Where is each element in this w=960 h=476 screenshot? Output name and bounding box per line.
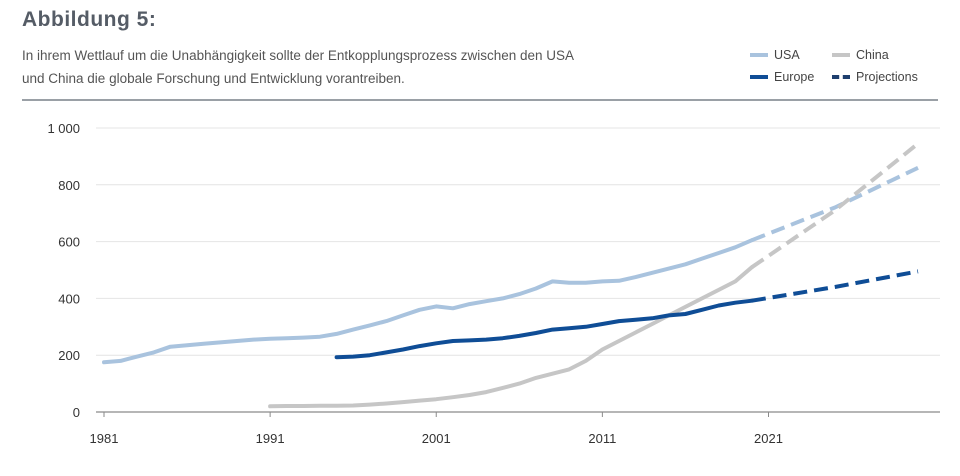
legend-label-usa: USA <box>774 48 800 62</box>
legend-swatch-projections <box>832 75 850 79</box>
series-line-europe-projection <box>751 269 919 303</box>
legend-item-usa: USA <box>750 48 800 62</box>
x-tick-label-2011: 2011 <box>588 431 616 446</box>
legend-swatch-europe <box>750 75 768 79</box>
figure-title: Abbildung 5: <box>22 8 157 31</box>
header-divider <box>22 99 938 101</box>
legend-label-projections: Projections <box>856 70 918 84</box>
x-tick-label-1981: 1981 <box>90 431 119 446</box>
series-line-europe <box>334 298 754 360</box>
legend-item-china: China <box>832 48 889 62</box>
y-tick-label-0: 0 <box>73 405 80 420</box>
legend-item-projections: Projections <box>832 70 918 84</box>
y-tick-label-1000: 1 000 <box>47 121 80 136</box>
legend-item-europe: Europe <box>750 70 814 84</box>
y-tick-label-200: 200 <box>58 348 80 363</box>
series-line-usa-projection <box>751 165 919 243</box>
x-tick-label-2001: 2001 <box>422 431 451 446</box>
legend-label-europe: Europe <box>774 70 815 84</box>
x-tick-label-2021: 2021 <box>754 431 783 446</box>
figure-subtitle-line-2: und China die globale Forschung und Entw… <box>22 71 405 86</box>
legend-swatch-china <box>832 53 850 57</box>
x-tick-label-1991: 1991 <box>256 431 285 446</box>
y-tick-label-400: 400 <box>58 291 80 306</box>
figure-subtitle: In ihrem Wettlauf um die Unabhängigkeit … <box>22 44 702 90</box>
legend-label-china: China <box>856 48 889 62</box>
figure-subtitle-line-1: In ihrem Wettlauf um die Unabhängigkeit … <box>22 48 575 63</box>
series-line-usa <box>102 238 754 365</box>
y-tick-label-800: 800 <box>58 178 80 193</box>
legend-swatch-usa <box>750 53 768 57</box>
y-tick-label-600: 600 <box>58 235 80 250</box>
series-line-china-projection <box>750 142 920 269</box>
